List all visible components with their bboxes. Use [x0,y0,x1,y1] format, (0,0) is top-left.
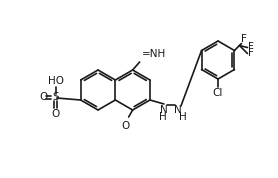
Text: F: F [249,43,254,53]
Text: =NH: =NH [142,49,166,59]
Text: N: N [174,105,182,115]
Text: F: F [242,33,247,43]
Text: O: O [51,109,60,119]
Text: S: S [52,92,59,102]
Text: HO: HO [48,76,64,86]
Text: Cl: Cl [213,88,223,98]
Text: H: H [179,112,187,122]
Text: N: N [160,105,168,115]
Text: H: H [159,112,167,122]
Text: O: O [121,121,130,131]
Text: F: F [249,48,254,59]
Text: O: O [39,92,48,102]
